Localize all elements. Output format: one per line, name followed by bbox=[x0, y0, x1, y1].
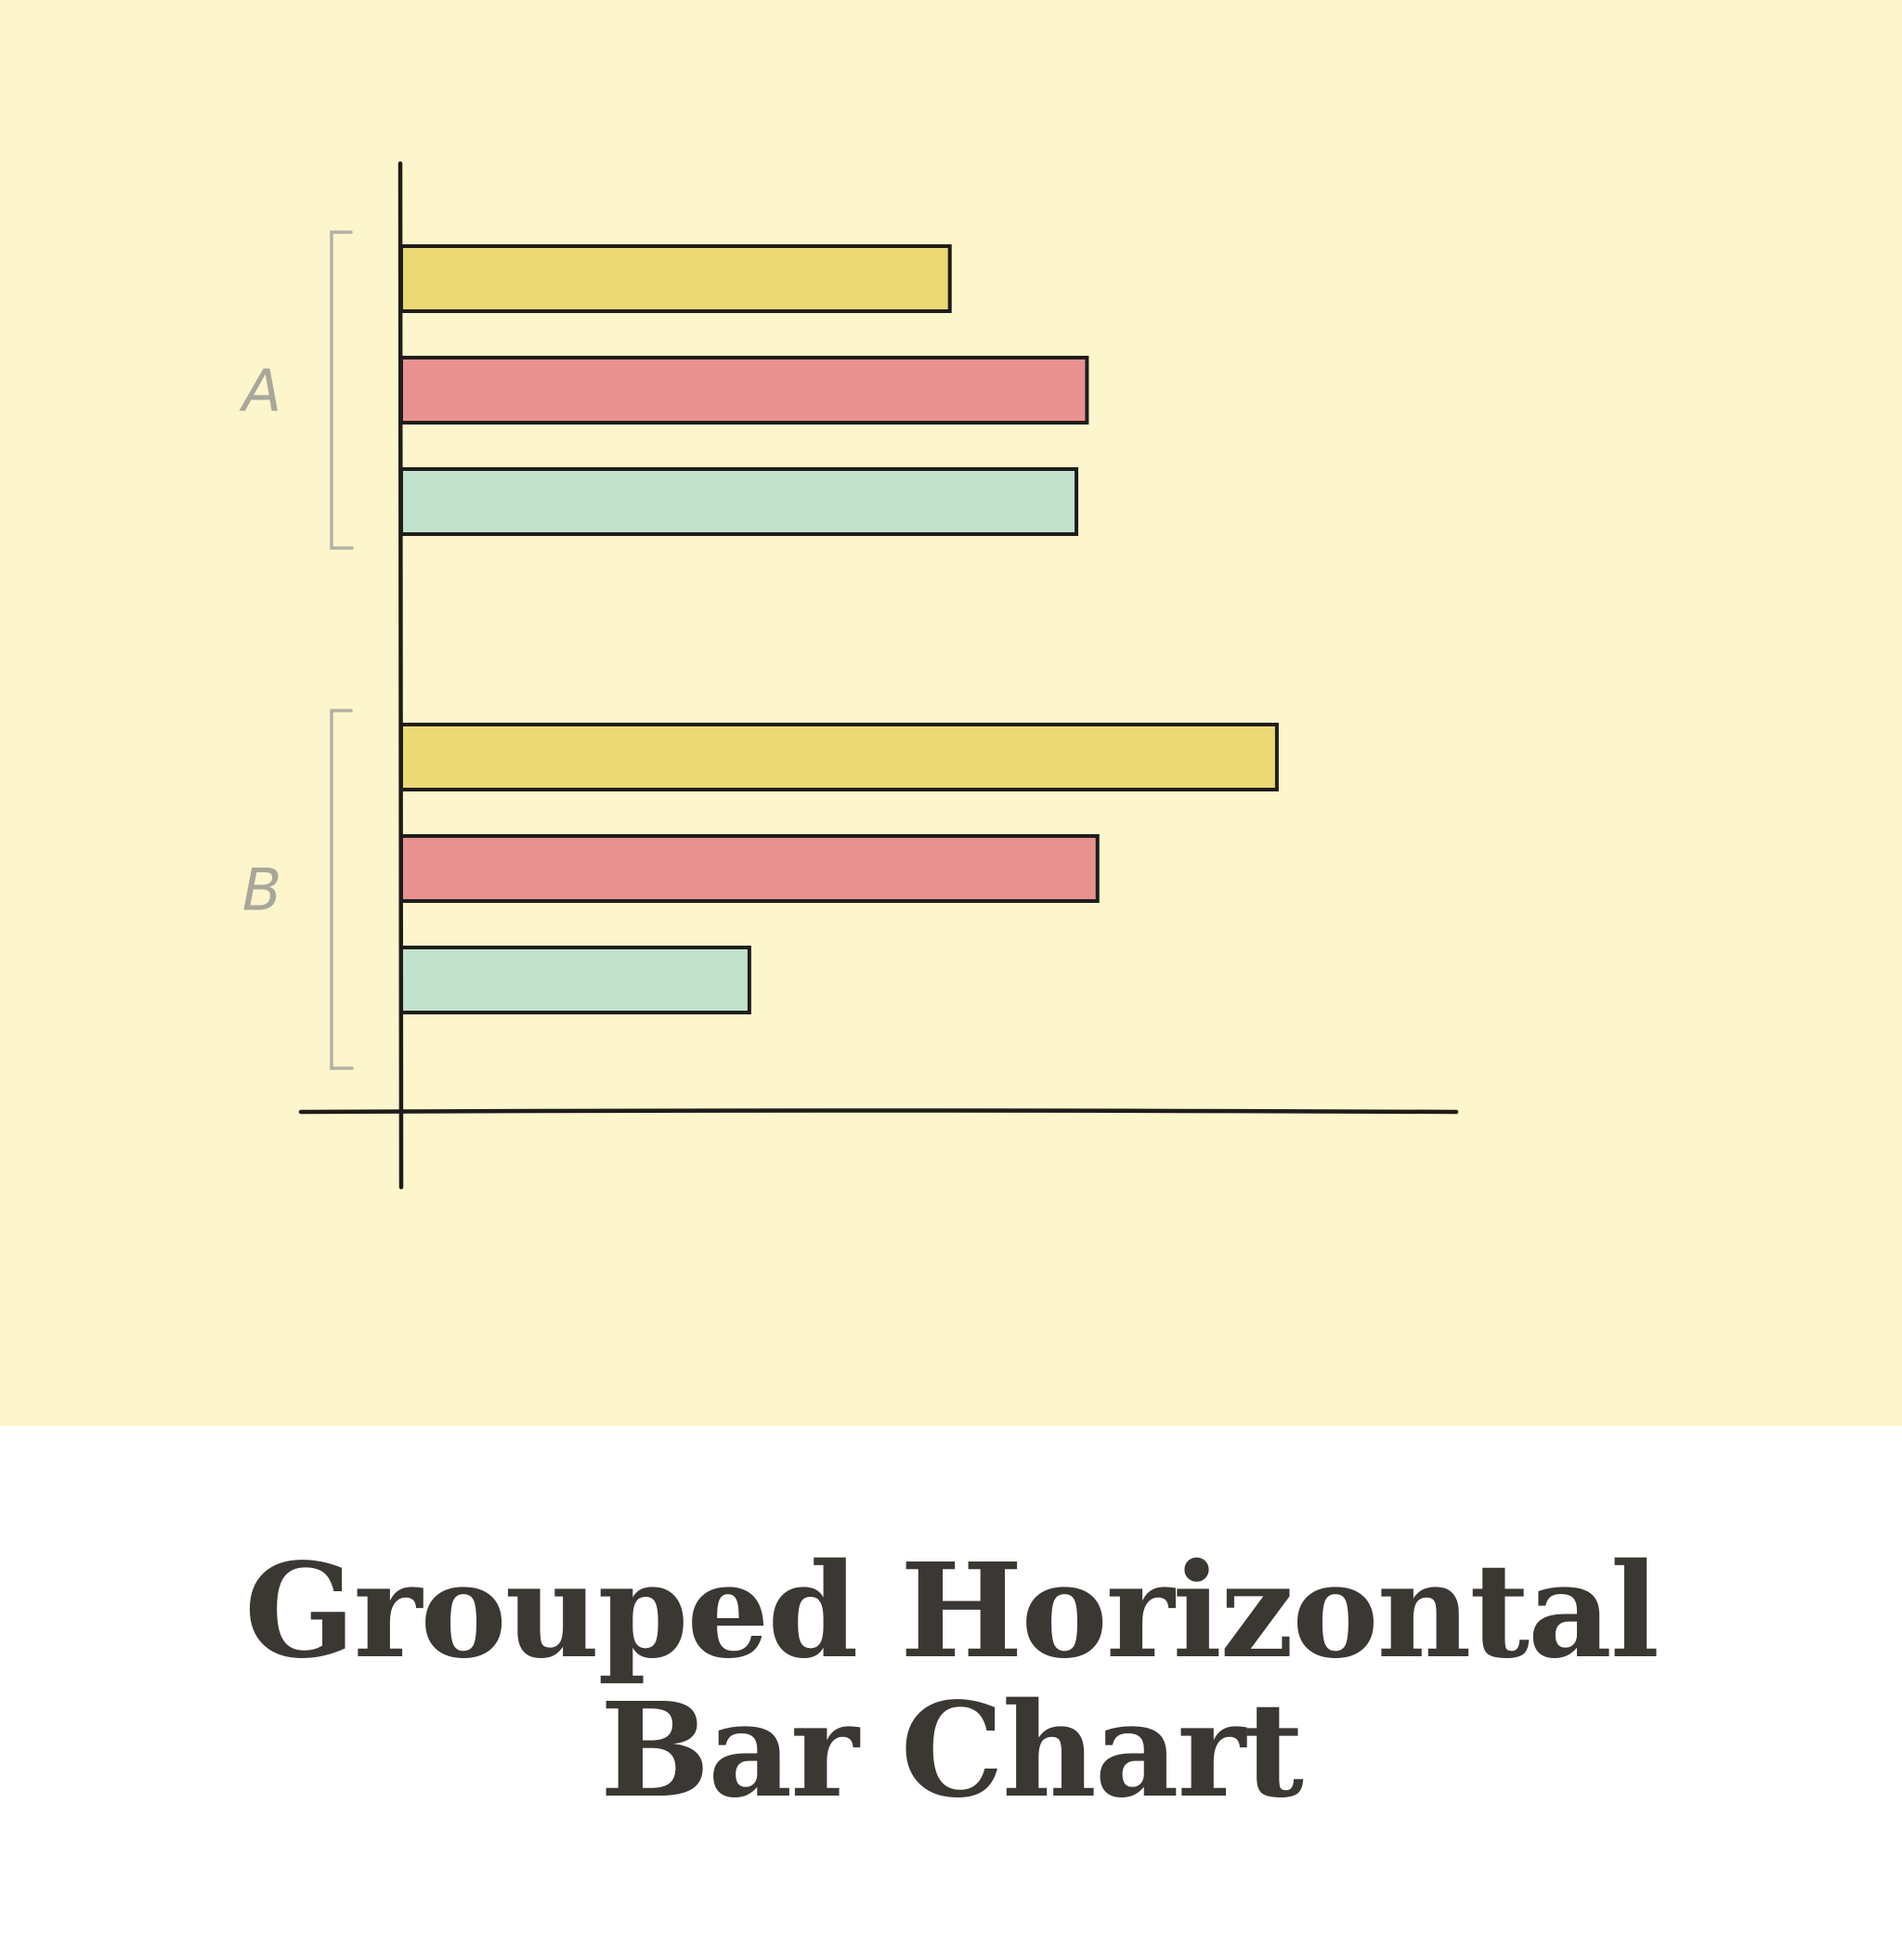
group-label-b: B bbox=[242, 856, 282, 924]
bar-b-3 bbox=[399, 946, 751, 1014]
bars-layer bbox=[399, 244, 1279, 1014]
chart-svg: AB bbox=[0, 0, 1902, 1426]
panel-background bbox=[0, 0, 1902, 1426]
group-bracket-b bbox=[330, 709, 354, 1070]
caption-line-1: Grouped Horizontal bbox=[244, 1535, 1660, 1688]
x-axis-line bbox=[298, 1108, 1459, 1115]
chart-caption: Grouped Horizontal Bar Chart bbox=[0, 1542, 1902, 1821]
bar-a-2 bbox=[399, 356, 1089, 425]
group-bracket-a bbox=[330, 230, 354, 550]
brackets-layer bbox=[330, 230, 354, 1070]
bar-a-3 bbox=[399, 467, 1079, 536]
y-axis-line bbox=[397, 161, 404, 1190]
caption-line-2: Bar Chart bbox=[600, 1675, 1304, 1827]
bar-a-1 bbox=[399, 244, 952, 313]
bar-b-2 bbox=[399, 834, 1100, 903]
group-label-a: A bbox=[239, 357, 281, 425]
bar-b-1 bbox=[399, 723, 1279, 791]
group-labels-layer: AB bbox=[239, 357, 281, 924]
